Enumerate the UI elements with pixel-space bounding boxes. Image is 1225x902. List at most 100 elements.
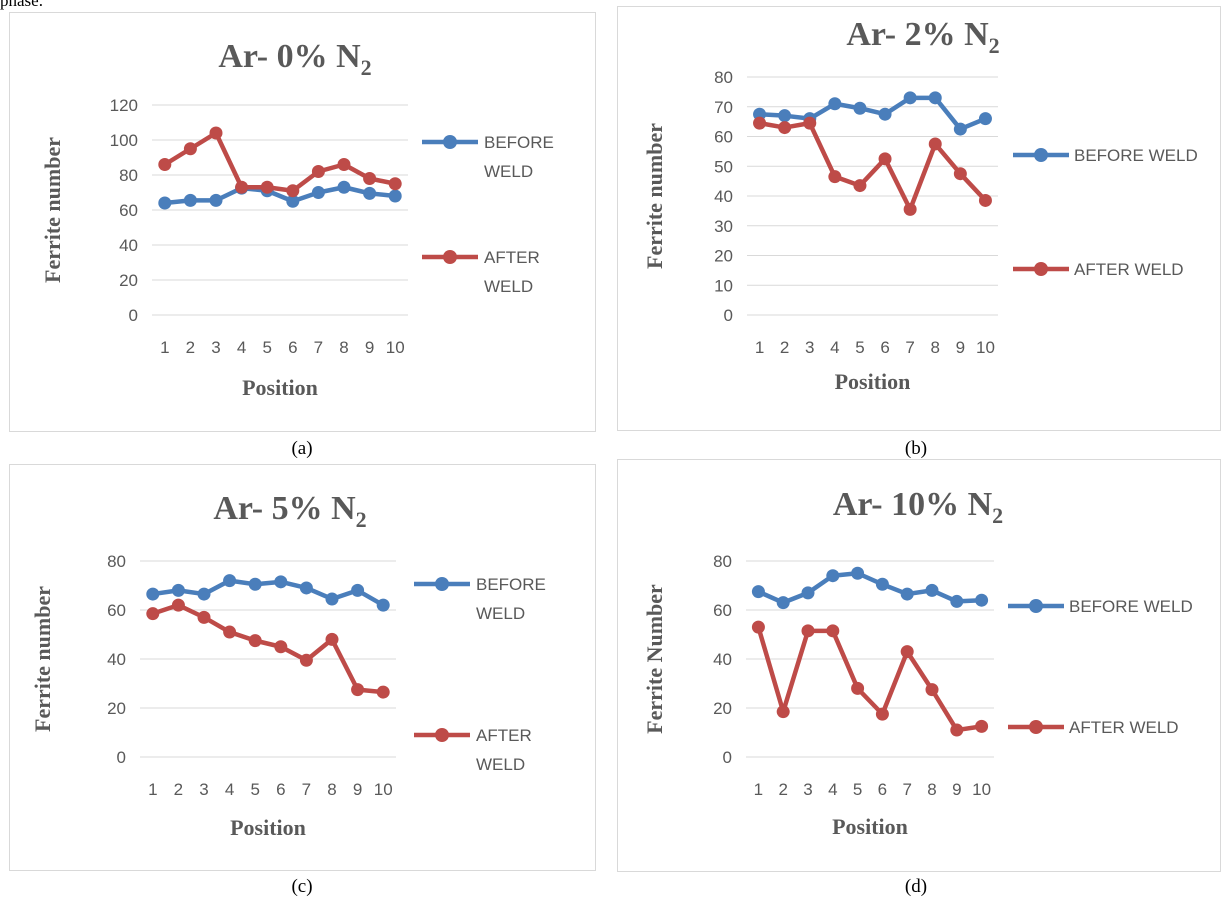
data-point (260, 180, 274, 194)
legend-marker (443, 135, 457, 149)
data-point (978, 112, 992, 126)
data-point (853, 101, 867, 115)
x-tick-label: 10 (976, 338, 995, 357)
data-point (171, 583, 185, 597)
y-tick-label: 80 (107, 552, 126, 571)
data-point (146, 587, 160, 601)
x-tick-label: 5 (853, 780, 862, 799)
data-point (311, 165, 325, 178)
data-point (778, 109, 792, 123)
x-tick-label: 6 (288, 338, 297, 357)
y-tick-label: 10 (714, 276, 733, 295)
data-point (158, 196, 172, 210)
chart-title-main: Ar- 10% N (833, 486, 993, 523)
data-point (900, 645, 914, 659)
data-point (975, 719, 989, 733)
chart-title: Ar- 2% N2 (846, 16, 999, 58)
y-tick-label: 0 (723, 748, 732, 767)
data-point (299, 581, 313, 595)
data-point (776, 596, 790, 610)
series-line (150, 578, 386, 608)
top-text-fragment: phase. (0, 0, 43, 10)
legend-marker (1034, 148, 1048, 162)
x-tick-label: 2 (174, 780, 183, 799)
data-point (753, 107, 767, 121)
x-tick-label: 5 (262, 338, 271, 357)
x-tick-label: 8 (931, 338, 940, 357)
legend-label: WELD (476, 755, 525, 774)
data-point (325, 632, 339, 646)
chart-panel-b: Ar- 2% N2 0 10 20 30 40 50 60 70 80 1 2 3 4 5 6 7 8 9 10 Pos… (617, 6, 1221, 431)
chart-title-subscript: 2 (992, 503, 1003, 528)
y-tick-label: 70 (714, 98, 733, 117)
legend-marker (1029, 720, 1043, 734)
data-point (209, 193, 223, 207)
x-axis-label: Position (230, 815, 306, 840)
y-tick-label: 0 (117, 748, 126, 767)
data-point (235, 180, 249, 194)
x-tick-label: 8 (327, 780, 336, 799)
chart-title-subscript: 2 (356, 507, 367, 532)
legend-label: AFTER (484, 248, 540, 267)
legend-label: WELD (484, 277, 533, 296)
series-after-weld (751, 620, 989, 737)
y-tick-label: 60 (714, 128, 733, 147)
legend-label: BEFORE WELD (1069, 597, 1193, 616)
x-tick-label: 2 (778, 780, 787, 799)
series-line (757, 95, 988, 132)
x-tick-label: 7 (905, 338, 914, 357)
chart-title-subscript: 2 (989, 33, 1000, 58)
legend-marker (1034, 262, 1048, 276)
y-tick-label: 60 (119, 201, 138, 220)
x-tick-label: 7 (314, 338, 323, 357)
data-point (337, 180, 351, 194)
x-tick-label: 4 (237, 338, 246, 357)
chart-panel-a: Ar- 0% N2 0 20 40 60 80 100 120 1 2 3 4 5 6 7 8 9 10 Posit… (9, 12, 596, 432)
x-tick-label: 5 (250, 780, 259, 799)
data-point (337, 158, 351, 171)
y-tick-label: 100 (110, 131, 138, 150)
caption-c: (c) (291, 876, 313, 897)
data-point (286, 184, 300, 198)
data-point (875, 707, 889, 721)
x-tick-label: 3 (803, 780, 812, 799)
x-tick-label: 10 (972, 780, 991, 799)
data-point (803, 116, 817, 130)
data-point (311, 186, 325, 199)
x-tick-label: 6 (878, 780, 887, 799)
data-point (325, 592, 339, 606)
series-line (162, 185, 398, 206)
chart-panel-c: Ar- 5% N2 0 20 40 60 80 1 2 3 4 5 6 7 8 9 10 Position Fer… (9, 464, 596, 871)
data-point (223, 625, 237, 639)
y-tick-label: 50 (714, 157, 733, 176)
series-after-weld (146, 598, 390, 699)
data-point (826, 624, 840, 638)
data-point (851, 566, 865, 580)
data-point (928, 137, 942, 151)
x-tick-label: 3 (211, 338, 220, 357)
legend-label: AFTER (476, 726, 532, 745)
y-tick-label: 20 (107, 699, 126, 718)
data-point (903, 202, 917, 216)
data-point (274, 640, 288, 654)
y-tick-label: 80 (119, 166, 138, 185)
x-tick-label: 9 (365, 338, 374, 357)
legend-marker (435, 577, 449, 591)
data-point (363, 172, 377, 185)
x-tick-label: 7 (902, 780, 911, 799)
caption-b: (b) (904, 438, 928, 459)
data-point (950, 723, 964, 737)
data-point (801, 624, 815, 638)
x-axis-label: Position (242, 375, 318, 400)
data-point (778, 121, 792, 135)
data-point (158, 158, 172, 171)
y-tick-label: 20 (713, 699, 732, 718)
data-point (878, 107, 892, 121)
y-tick-label: 40 (119, 236, 138, 255)
legend-label: WELD (476, 604, 525, 623)
x-tick-label: 6 (880, 338, 889, 357)
data-point (925, 683, 939, 697)
legend-marker (1029, 599, 1043, 613)
